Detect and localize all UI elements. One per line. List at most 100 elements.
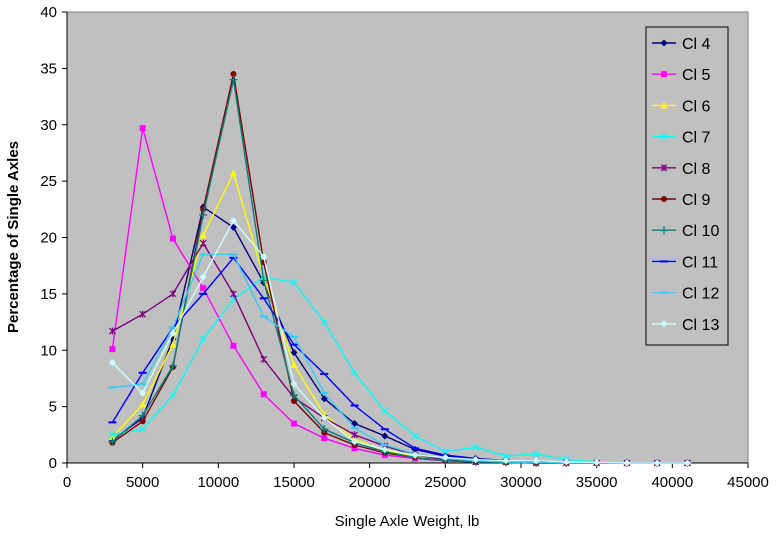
legend-marker	[660, 39, 668, 47]
data-point	[139, 125, 146, 132]
legend-item: Cl 11	[652, 254, 718, 271]
data-point	[108, 437, 117, 446]
y-axis-title: Percentage of Single Axles	[5, 141, 22, 333]
data-point	[291, 397, 297, 404]
data-point	[199, 335, 207, 343]
data-point	[472, 456, 480, 464]
data-point	[108, 359, 116, 367]
legend-label: Cl 8	[682, 161, 711, 178]
legend-item: Cl 8	[652, 161, 711, 178]
data-point	[169, 341, 177, 348]
y-tick-label: 35	[40, 60, 57, 77]
legend-label: Cl 4	[682, 36, 711, 53]
y-tick-label: 15	[40, 286, 57, 303]
legend-label: Cl 11	[682, 254, 718, 271]
data-point	[260, 391, 267, 398]
data-point	[169, 235, 176, 242]
data-point	[291, 420, 297, 427]
data-point	[411, 432, 419, 440]
x-tick-label: 25000	[424, 474, 466, 491]
series-line-cl-7	[112, 276, 688, 464]
data-point	[593, 458, 601, 466]
data-point	[532, 457, 540, 465]
y-tick-label: 25	[40, 173, 57, 190]
data-point	[683, 459, 691, 467]
y-tick-label: 40	[40, 4, 57, 21]
data-point	[229, 223, 237, 231]
data-point	[320, 395, 328, 403]
data-point	[381, 407, 389, 415]
data-point	[108, 327, 116, 335]
legend-label: Cl 6	[682, 98, 711, 115]
legend-item: Cl 4	[652, 36, 711, 53]
data-point	[290, 279, 298, 287]
data-point	[229, 217, 237, 225]
x-tick-label: 30000	[500, 474, 542, 491]
data-point	[351, 438, 359, 446]
data-point	[139, 425, 147, 433]
y-tick-label: 30	[40, 117, 57, 134]
data-point	[138, 411, 147, 420]
data-point	[290, 391, 298, 400]
data-point	[441, 453, 449, 461]
data-point	[321, 435, 328, 442]
data-point	[230, 290, 237, 298]
x-axis-title: Single Axle Weight, lb	[335, 513, 480, 530]
data-point	[290, 361, 298, 368]
data-point	[290, 349, 298, 357]
legend-item: Cl 10	[652, 223, 719, 240]
x-tick-label: 20000	[349, 474, 391, 491]
data-point	[139, 389, 147, 397]
x-tick-label: 35000	[576, 474, 618, 491]
legend-label: Cl 5	[682, 67, 711, 84]
data-point	[653, 459, 661, 467]
data-point	[229, 169, 237, 177]
legend-marker	[660, 133, 668, 141]
data-point	[169, 391, 177, 399]
legend-marker	[660, 226, 668, 235]
plot-area	[66, 11, 749, 464]
legend-item: Cl 6	[652, 98, 711, 115]
x-tick-label: 40000	[651, 474, 693, 491]
legend-item: Cl 13	[652, 317, 719, 334]
data-point	[199, 273, 207, 281]
data-point	[260, 355, 268, 363]
series-line-cl-13	[111, 219, 688, 464]
data-point	[169, 329, 177, 337]
data-point	[259, 276, 268, 285]
data-point	[351, 445, 358, 452]
x-tick-label: 0	[63, 474, 71, 491]
series-cl-13	[108, 217, 691, 467]
data-point	[139, 400, 147, 408]
y-tick-label: 10	[40, 342, 57, 359]
legend-marker	[660, 320, 668, 328]
legend-label: Cl 9	[682, 192, 711, 209]
data-point	[320, 414, 328, 422]
legend-label: Cl 13	[682, 317, 719, 334]
data-point	[139, 418, 146, 425]
legend-label: Cl 10	[682, 223, 719, 240]
legend-item: Cl 9	[652, 192, 711, 209]
data-point	[230, 71, 237, 78]
legend-label: Cl 7	[682, 130, 711, 147]
series-layer	[108, 71, 692, 467]
data-point	[199, 239, 207, 247]
data-point	[139, 310, 147, 318]
legend-label: Cl 12	[682, 286, 719, 303]
axes: 0 5000 10000 15000 20000 25000 30000 35000 40000…	[40, 4, 769, 491]
y-tick-label: 20	[40, 230, 57, 247]
legend-marker	[661, 71, 667, 78]
data-point	[532, 450, 540, 458]
data-point	[199, 231, 207, 239]
y-tick-label: 0	[49, 455, 57, 472]
data-point	[229, 75, 238, 84]
x-tick-label: 5000	[126, 474, 159, 491]
data-point	[502, 452, 510, 460]
x-tick-label: 10000	[197, 474, 239, 491]
legend-marker	[660, 101, 668, 109]
data-point	[290, 380, 298, 388]
data-point	[320, 318, 328, 326]
data-point	[351, 369, 358, 377]
